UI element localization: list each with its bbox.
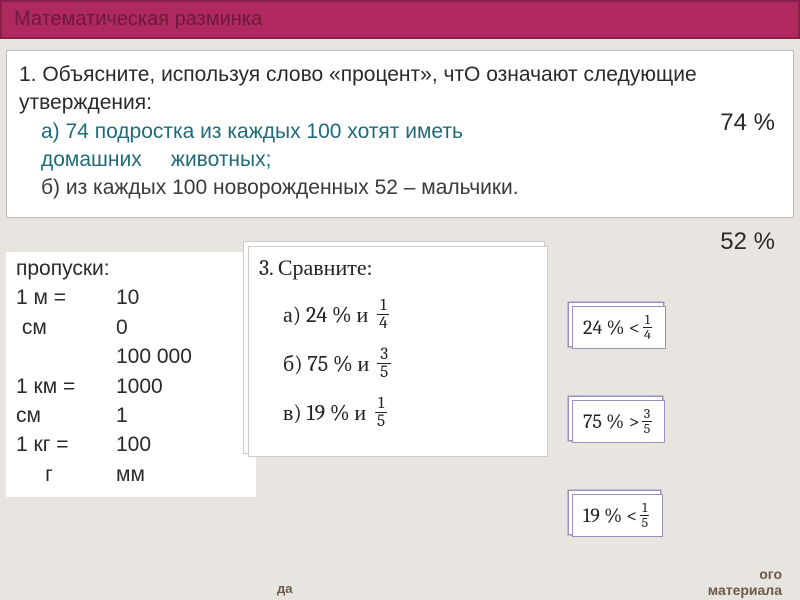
question-2-panel: пропуски: 1 м =10 см0 100 000 1 км =1000… [6,252,256,497]
header-title: Математическая разминка [14,8,262,30]
fraction: 1 4 [376,297,390,332]
q2-row: см1 [16,401,250,430]
q2-row: 1 м =10 [16,283,250,312]
answer-box-c: 19 % < 1 5 [572,494,663,537]
q2-title: пропуски: [16,254,250,283]
answer-box-b: 75 % > 3 5 [572,400,665,443]
fraction-small: 3 5 [642,407,653,436]
q2-row: 1 км =1000 [16,372,250,401]
fraction: 1 5 [374,395,388,430]
q1-prompt: 1. Объясните, используя слово «процент»,… [19,61,781,118]
fraction: 3 5 [377,346,391,381]
q3-item-a: а) 24 % и 1 4 [283,297,537,332]
q3-title: 3. Сравните: [259,255,537,281]
q2-row: 1 кг =100 [16,430,250,459]
q2-row: 100 000 [16,342,250,371]
answer-box-a: 24 % < 1 4 [572,306,666,349]
q1-option-b: б) из каждых 100 новорожденных 52 – маль… [19,174,781,202]
q2-row: гмм [16,460,250,489]
q1-answer-a: 74 % [720,107,775,139]
footer-fragment-right: ого материала [708,566,782,598]
q1-option-a: а) 74 подростка из каждых 100 хотят имет… [19,118,781,175]
fraction-small: 1 5 [640,501,651,530]
q1-answer-b: 52 % [720,226,775,258]
footer-fragment-left: да [277,581,292,596]
question-3-panel: 3. Сравните: а) 24 % и 1 4 б) 75 % и 3 5… [248,246,548,457]
fraction-small: 1 4 [642,313,653,342]
question-1-panel: 1. Объясните, используя слово «процент»,… [6,50,794,218]
q2-row: см0 [16,313,250,342]
slide-header: Математическая разминка [0,0,800,39]
q3-item-b: б) 75 % и 3 5 [283,346,537,381]
q3-item-c: в) 19 % и 1 5 [283,395,537,430]
